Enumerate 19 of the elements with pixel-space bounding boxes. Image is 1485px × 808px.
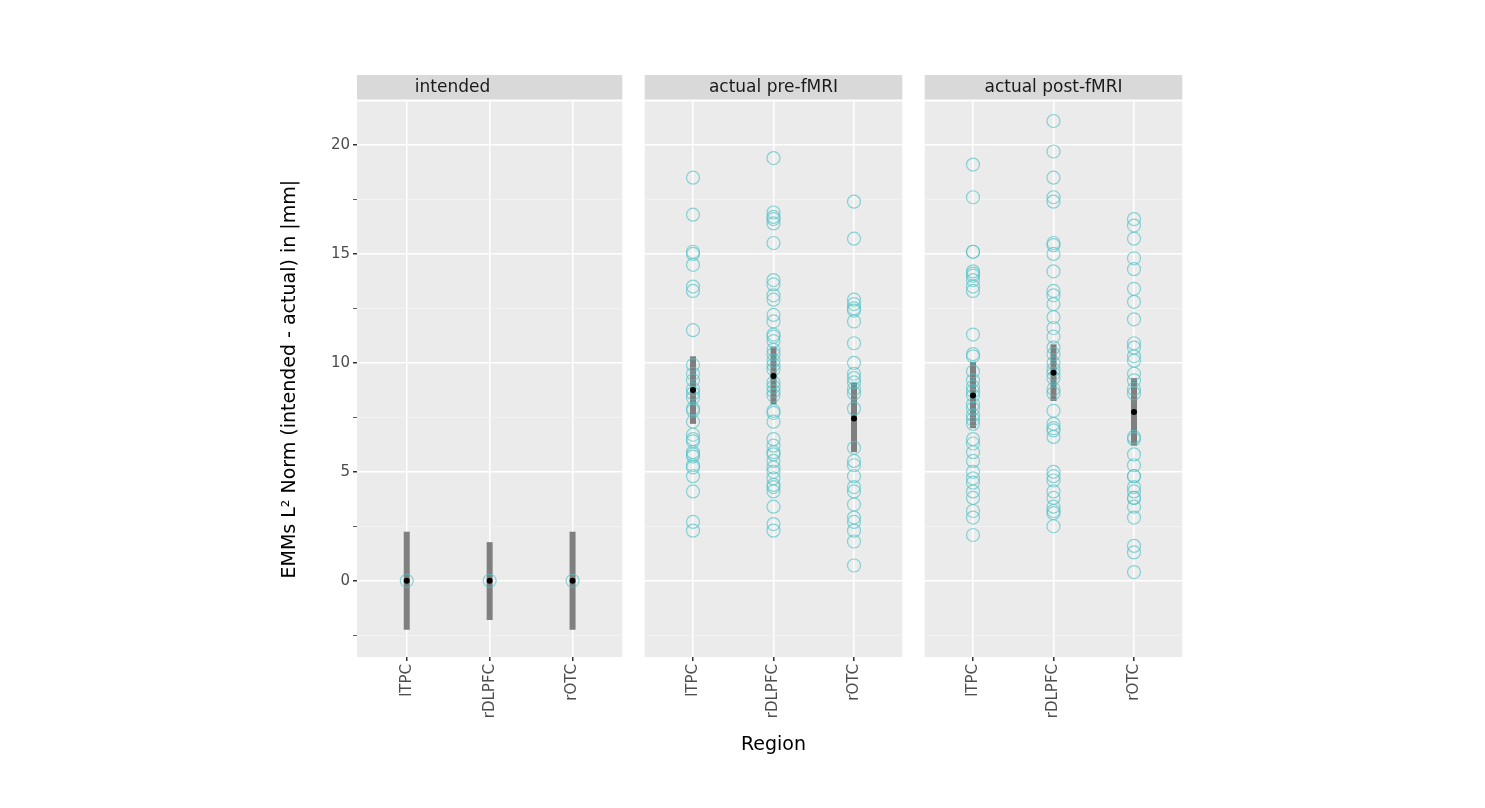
- chart-title: intended: [414, 75, 491, 96]
- x-tick-label: lTPC: [962, 664, 981, 697]
- x-tick-label: rDLPFC: [1043, 664, 1062, 719]
- y-tick-label: 20: [330, 134, 350, 153]
- x-tick-label: rOTC: [843, 664, 862, 701]
- y-tick-label: 5: [340, 461, 350, 480]
- x-tick-label: rDLPFC: [763, 664, 782, 719]
- x-tick-label: lTPC: [396, 664, 415, 697]
- x-tick-label: rDLPFC: [479, 664, 498, 719]
- x-axis-title: Region: [740, 731, 807, 754]
- x-tick-label: rOTC: [562, 664, 581, 701]
- x-tick-label: lTPC: [682, 664, 701, 697]
- x-tick-label: rOTC: [1123, 664, 1142, 701]
- y-tick-label: 15: [330, 243, 350, 262]
- chart-title: actual post-fMRI: [984, 75, 1123, 96]
- chart-title: actual pre-fMRI: [708, 75, 839, 96]
- y-tick-label: 10: [330, 352, 350, 371]
- y-axis-title: EMMs L² Norm (intended - actual) in |mm|: [277, 179, 301, 579]
- y-tick-label: 0: [340, 570, 350, 589]
